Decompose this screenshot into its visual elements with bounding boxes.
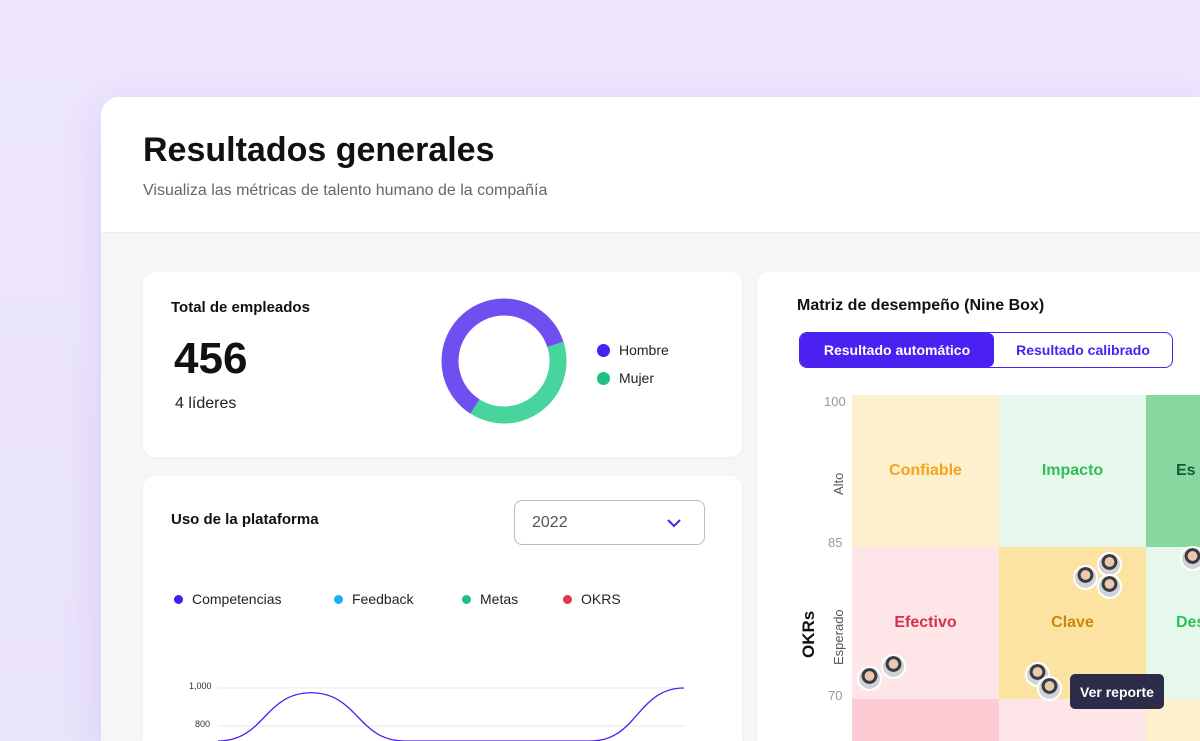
employees-total: 456 — [174, 334, 248, 383]
row-label-esperado: Esperado — [831, 609, 846, 665]
ninebox-cell[interactable]: Impacto — [999, 395, 1146, 547]
legend-label: OKRS — [581, 591, 621, 607]
cell-label: Impacto — [1041, 462, 1104, 479]
dashboard-window: Resultados generales Visualiza las métri… — [101, 97, 1200, 741]
legend-dot — [462, 594, 471, 604]
legend-label: Competencias — [192, 591, 282, 607]
avatar[interactable] — [1073, 565, 1098, 590]
avatar[interactable] — [881, 654, 906, 679]
legend-label: Feedback — [352, 591, 414, 607]
donut-slice-hombre — [441, 298, 567, 424]
usage-card: Uso de la plataforma 2022 Competencias F… — [143, 476, 742, 741]
cell-label: Es — [1176, 462, 1196, 479]
legend-label: Hombre — [619, 342, 669, 358]
chevron-down-icon — [667, 518, 681, 527]
y-tick: 1,000 — [189, 681, 212, 691]
year-select[interactable]: 2022 — [514, 500, 705, 545]
result-tabs: Resultado automático Resultado calibrado — [799, 332, 1173, 368]
year-value: 2022 — [532, 513, 568, 531]
series-line-competencias — [217, 687, 685, 741]
donut-slice-mujer — [441, 298, 567, 424]
legend-okrs: OKRS — [563, 591, 621, 607]
page-header: Resultados generales Visualiza las métri… — [101, 97, 1200, 233]
view-report-tooltip[interactable]: Ver reporte — [1070, 674, 1164, 709]
legend-dot — [597, 371, 610, 385]
ninebox-cell[interactable]: Es — [1146, 395, 1200, 547]
cell-label: Des — [1176, 614, 1200, 631]
avatar[interactable] — [857, 666, 882, 691]
legend-competencias: Competencias — [174, 591, 282, 607]
y-tick: 100 — [824, 394, 846, 409]
legend-hombre: Hombre — [597, 342, 669, 358]
page-subtitle: Visualiza las métricas de talento humano… — [143, 182, 548, 199]
page-title: Resultados generales — [143, 131, 495, 169]
y-tick: 70 — [828, 688, 843, 703]
cell-label: Clave — [1051, 614, 1094, 631]
ninebox-cell[interactable] — [852, 699, 999, 741]
leaders-count: 4 líderes — [175, 395, 237, 412]
gender-donut — [441, 298, 567, 424]
ninebox-title: Matriz de desempeño (Nine Box) — [797, 297, 1045, 314]
tab-calibrado[interactable]: Resultado calibrado — [1016, 342, 1150, 358]
legend-metas: Metas — [462, 591, 518, 607]
cell-label: Confiable — [889, 462, 962, 479]
avatar[interactable] — [1180, 546, 1200, 571]
y-axis-label: OKRs — [799, 610, 818, 658]
legend-label: Mujer — [619, 370, 655, 386]
legend-label: Metas — [480, 591, 519, 607]
ninebox-cell[interactable]: Clave — [999, 547, 1146, 699]
avatar[interactable] — [1097, 574, 1122, 599]
usage-title: Uso de la plataforma — [171, 511, 319, 528]
y-tick: 85 — [828, 535, 843, 550]
ninebox-cell[interactable]: Confiable — [852, 395, 999, 547]
y-tick: 800 — [195, 719, 211, 729]
row-label-alto: Alto — [831, 472, 846, 495]
legend-dot — [174, 594, 183, 604]
cell-label: Efectivo — [894, 614, 957, 631]
legend-dot — [563, 594, 572, 604]
avatar[interactable] — [1037, 676, 1062, 701]
ninebox-card: Matriz de desempeño (Nine Box) Resultado… — [757, 272, 1200, 741]
ninebox-cell[interactable]: Des — [1146, 547, 1200, 699]
legend-dot — [597, 343, 610, 357]
legend-dot — [334, 594, 343, 604]
avatar[interactable] — [1097, 552, 1122, 577]
usage-line-chart — [217, 687, 685, 741]
legend-mujer: Mujer — [597, 370, 654, 386]
legend-feedback: Feedback — [334, 591, 413, 607]
employees-card: Total de empleados 456 4 líderes Hombre … — [143, 272, 742, 457]
tab-automatico[interactable]: Resultado automático — [800, 333, 994, 367]
employees-title: Total de empleados — [171, 299, 310, 316]
